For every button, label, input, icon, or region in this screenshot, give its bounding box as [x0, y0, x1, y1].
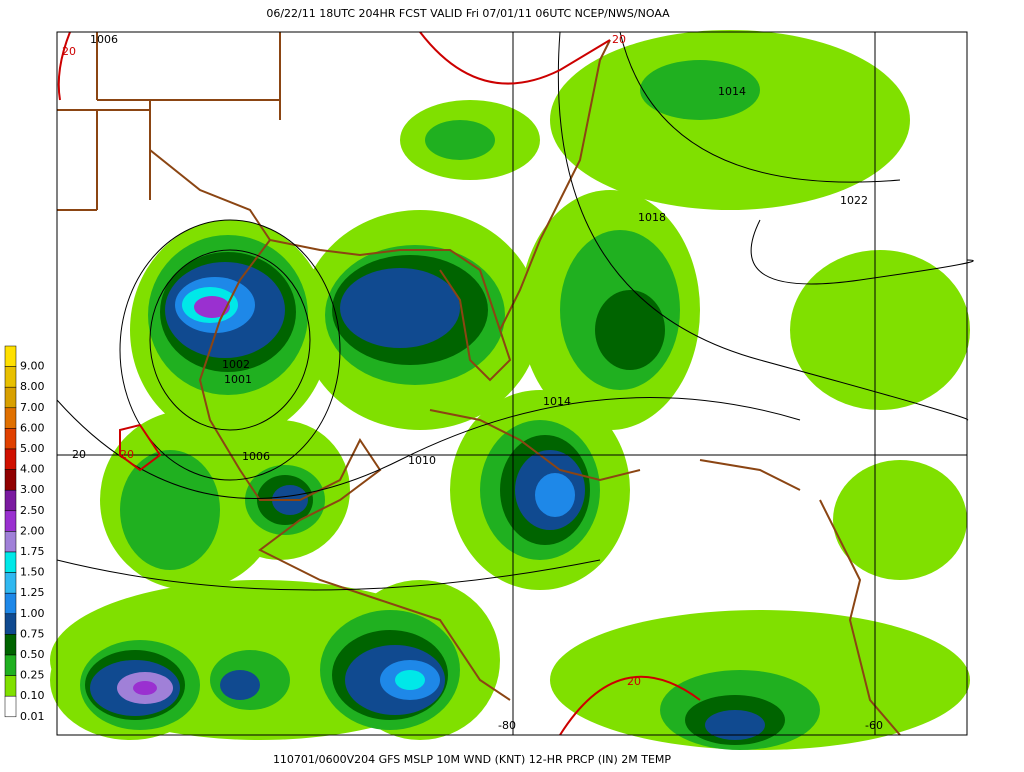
map: [50, 30, 974, 750]
legend-label: 7.00: [20, 401, 45, 414]
legend-label: 6.00: [20, 421, 45, 434]
legend-swatch: [4, 551, 17, 573]
legend-swatch: [4, 510, 17, 532]
legend-swatch: [4, 489, 17, 512]
header-title: 06/22/11 18UTC 204HR FCST VALID Fri 07/0…: [266, 7, 670, 20]
legend-swatch: [4, 654, 17, 676]
map-label: 20: [72, 448, 86, 461]
map-label: 1002: [222, 358, 250, 371]
map-label: 1001: [224, 373, 252, 386]
map-label: 20: [612, 33, 626, 46]
legend-swatch: [4, 592, 17, 615]
legend-label: 5.00: [20, 442, 45, 455]
map-label: 1014: [543, 395, 571, 408]
map-label: 20: [120, 448, 134, 461]
legend-swatch: [4, 634, 17, 656]
legend-label: 1.25: [20, 586, 45, 599]
legend-label: 0.75: [20, 627, 45, 640]
legend-swatch: [4, 613, 17, 635]
legend-swatch: [4, 448, 17, 470]
footer-caption: 110701/0600V204 GFS MSLP 10M WND (KNT) 1…: [273, 753, 671, 766]
legend-label: 8.00: [20, 380, 45, 393]
legend: 9.00 8.00 7.00 6.00 5.00 4.00 3.00 2.50 2.00 1.75…: [4, 345, 45, 723]
legend-swatch: [4, 345, 17, 367]
legend-label: 9.00: [20, 360, 45, 373]
legend-label: 1.75: [20, 545, 45, 558]
legend-label: 1.50: [20, 566, 45, 579]
legend-label: 2.00: [20, 524, 45, 537]
grid-lines: [57, 32, 967, 735]
legend-swatch: [4, 428, 17, 450]
map-label: 1018: [638, 211, 666, 224]
legend-label: 1.00: [20, 607, 45, 620]
legend-label: 2.50: [20, 504, 45, 517]
legend-swatch: [4, 386, 17, 409]
map-frame: [56, 31, 968, 736]
map-label: 20: [627, 675, 641, 688]
map-label: 1010: [408, 454, 436, 467]
map-labels: 1006 20 20 1014 1018 1022 1002 1001 1014 20 20 1006…: [62, 33, 883, 732]
map-label: 1014: [718, 85, 746, 98]
legend-swatch: [4, 572, 17, 594]
legend-swatch: [4, 407, 17, 429]
map-label: 1022: [840, 194, 868, 207]
legend-label: 0.25: [20, 669, 45, 682]
legend-label: 3.00: [20, 483, 45, 496]
legend-swatch: [4, 675, 17, 697]
map-label: 20: [62, 45, 76, 58]
isobars: [56, 31, 974, 591]
legend-label: 0.01: [20, 710, 45, 723]
legend-label: 0.50: [20, 648, 45, 661]
legend-swatch: [4, 366, 17, 388]
legend-swatch: [4, 469, 17, 491]
map-label: -80: [498, 719, 516, 732]
legend-label: 0.10: [20, 689, 45, 702]
map-label: 1006: [242, 450, 270, 463]
map-label: -60: [865, 719, 883, 732]
legend-label: 4.00: [20, 463, 45, 476]
temperature-contours: [57, 31, 701, 736]
legend-swatch: [4, 695, 17, 718]
legend-swatch: [4, 531, 17, 553]
map-label: 1006: [90, 33, 118, 46]
